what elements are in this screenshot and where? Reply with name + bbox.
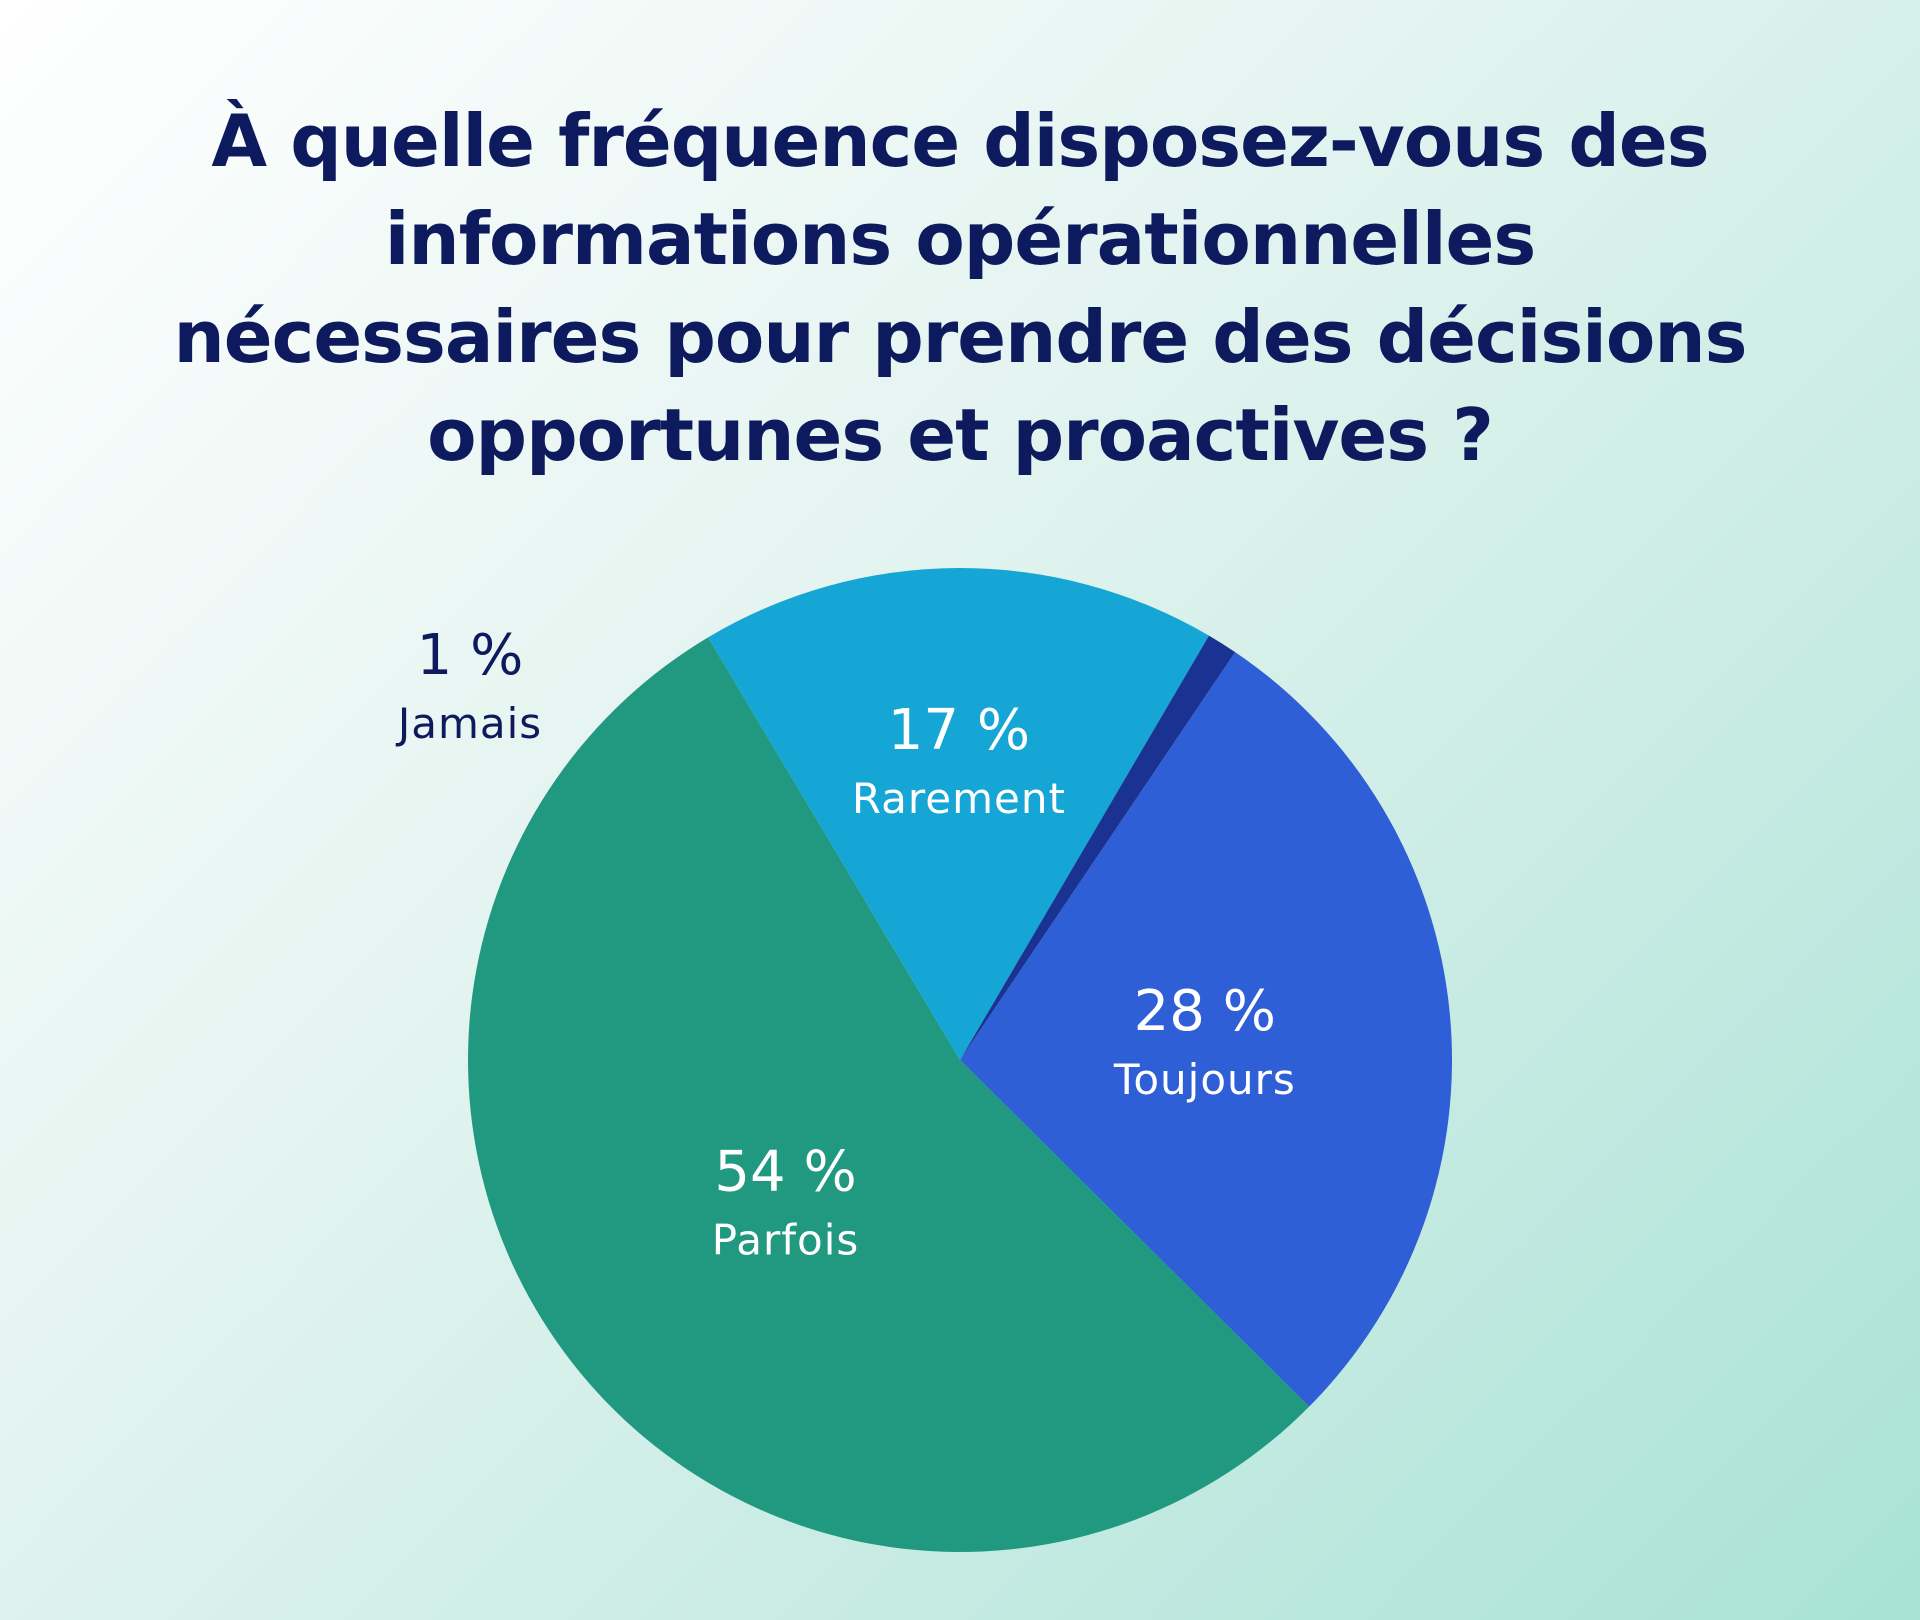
chart-title-line: opportunes et proactives ? — [427, 393, 1494, 477]
chart-title-line: informations opérationnelles — [384, 197, 1536, 281]
chart-title-line: nécessaires pour prendre des décisions — [173, 295, 1748, 379]
slice-value-label: 1 % — [417, 623, 524, 688]
pie-slice-jamais — [960, 635, 1236, 1060]
slice-value-label: 28 % — [1134, 979, 1276, 1044]
pie-slice-toujours — [960, 652, 1452, 1407]
slice-value-label: 54 % — [714, 1139, 856, 1204]
pie-slice-rarement — [708, 567, 1209, 1060]
slice-category-label: Parfois — [712, 1215, 859, 1264]
slice-value-label: 17 % — [888, 698, 1030, 763]
pie-slice-parfois — [467, 637, 1310, 1553]
chart-title-line: À quelle fréquence disposez-vous des — [211, 99, 1709, 183]
slice-category-label: Rarement — [852, 774, 1066, 823]
slice-category-label: Toujours — [1113, 1055, 1296, 1104]
slice-category-label: Jamais — [395, 699, 542, 748]
chart-title: À quelle fréquence disposez-vous des inf… — [80, 92, 1840, 484]
